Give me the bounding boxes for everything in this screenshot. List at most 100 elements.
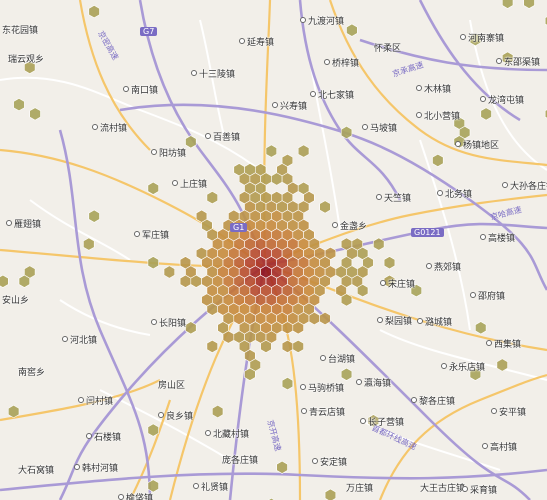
place-label: 瑞云观乡 <box>8 55 45 65</box>
hex-cell <box>475 321 487 335</box>
hex-cell <box>346 23 358 37</box>
place-label: 瀛海镇 <box>356 379 391 389</box>
place-label: 北七家镇 <box>310 91 354 101</box>
place-label: 十三陵镇 <box>191 70 235 80</box>
place-label: 天竺镇 <box>376 194 411 204</box>
hex-cell <box>281 321 294 335</box>
hex-cell <box>496 358 508 372</box>
place-label: 金盏乡 <box>332 222 367 232</box>
place-label: 阳坊镇 <box>151 149 186 159</box>
place-label: 杨镇地区 <box>455 141 499 151</box>
place-label: 安山乡 <box>2 296 30 306</box>
place-label: 大石窝镇 <box>18 466 55 476</box>
place-label: 桥梓镇 <box>324 59 359 69</box>
highway-shield-g1: G1 <box>230 223 248 232</box>
place-label: 黎各庄镇 <box>411 397 455 407</box>
place-label: 马坡镇 <box>362 124 397 134</box>
place-label: 流村镇 <box>92 124 127 134</box>
hex-cell <box>147 423 159 437</box>
hex-cell <box>13 98 25 112</box>
place-label: 北小营镇 <box>416 112 460 122</box>
place-label: 燕郊镇 <box>426 263 461 273</box>
place-label: 青云店镇 <box>301 408 345 418</box>
place-label: 东花园镇 <box>2 26 39 36</box>
hex-cell <box>24 60 36 74</box>
hex-cell <box>281 339 294 353</box>
hex-cell <box>190 274 202 288</box>
hex-cell <box>179 274 192 288</box>
place-label: 长子营镇 <box>360 418 404 428</box>
hex-cell <box>324 488 337 500</box>
place-label: 西集镇 <box>486 340 521 350</box>
hex-cell <box>373 237 385 251</box>
place-label: 梨园镇 <box>377 317 412 327</box>
hex-cell <box>18 274 31 288</box>
place-label: 长阳镇 <box>151 319 186 329</box>
hex-cell <box>163 265 175 279</box>
place-label: 九渡河镇 <box>300 17 344 27</box>
place-label: 木林镇 <box>416 85 451 95</box>
highway-shield-g7: G7 <box>140 27 158 36</box>
hex-cell <box>185 321 197 335</box>
hex-cell <box>147 256 159 270</box>
place-label: 安定镇 <box>312 458 347 468</box>
hex-cell <box>383 256 396 270</box>
hex-cell <box>297 144 310 158</box>
hex-cell <box>88 5 100 19</box>
place-label: 龙湾屯镇 <box>480 96 524 106</box>
highway-shield-g0121: G0121 <box>411 228 444 237</box>
hex-cell <box>480 107 492 121</box>
place-label: 北藏村镇 <box>205 430 249 440</box>
place-label: 韩村河镇 <box>74 464 118 474</box>
place-label: 南窖乡 <box>18 368 46 378</box>
place-label: 采育镇 <box>462 486 497 496</box>
place-label: 河北镇 <box>62 336 97 346</box>
hex-cell <box>340 293 353 307</box>
hex-cell <box>260 339 272 353</box>
place-label: 雁翅镇 <box>6 220 41 230</box>
place-label: 邵府镇 <box>470 292 505 302</box>
hex-cell <box>292 321 304 335</box>
hex-cell <box>276 460 288 474</box>
hex-cell <box>271 172 283 186</box>
hex-cell <box>244 367 256 381</box>
hex-cell <box>340 125 353 140</box>
place-label: 上庄镇 <box>172 180 207 190</box>
hex-cell <box>319 311 331 326</box>
hex-cell <box>523 0 535 9</box>
hex-cell <box>356 284 369 298</box>
place-label: 马驹桥镇 <box>300 384 344 394</box>
hex-cell <box>206 191 218 205</box>
place-label: 高村镇 <box>482 443 517 453</box>
place-label: 河南寨镇 <box>460 34 504 44</box>
place-label: 怀柔区 <box>374 44 402 54</box>
hex-cell <box>0 274 9 288</box>
place-label: 兴寿镇 <box>272 102 307 112</box>
hex-cell <box>147 479 159 493</box>
hex-cell <box>292 339 304 353</box>
place-label: 百善镇 <box>205 133 240 143</box>
place-label: 南口镇 <box>123 86 158 96</box>
place-label: 闫村镇 <box>78 397 113 407</box>
place-label: 宋庄镇 <box>380 280 415 290</box>
place-label: 军庄镇 <box>134 231 169 241</box>
place-label: 榆垡镇 <box>118 494 153 500</box>
place-label: 北务镇 <box>437 190 472 200</box>
hex-cell <box>308 311 321 326</box>
hex-cell <box>147 181 159 195</box>
place-label: 庞各庄镇 <box>222 456 259 466</box>
hex-cell <box>29 107 41 121</box>
place-label: 延寿镇 <box>239 38 274 48</box>
place-label: 永乐店镇 <box>441 363 485 373</box>
hex-cell <box>281 377 294 391</box>
place-label: 房山区 <box>158 381 186 391</box>
place-label: 安平镇 <box>491 408 526 418</box>
hex-cell <box>185 135 197 149</box>
place-label: 高楼镇 <box>480 234 515 244</box>
hex-cell <box>8 404 20 419</box>
hex-cell <box>212 404 224 419</box>
hex-cell <box>432 153 444 167</box>
place-label: 万庄镇 <box>346 484 374 494</box>
